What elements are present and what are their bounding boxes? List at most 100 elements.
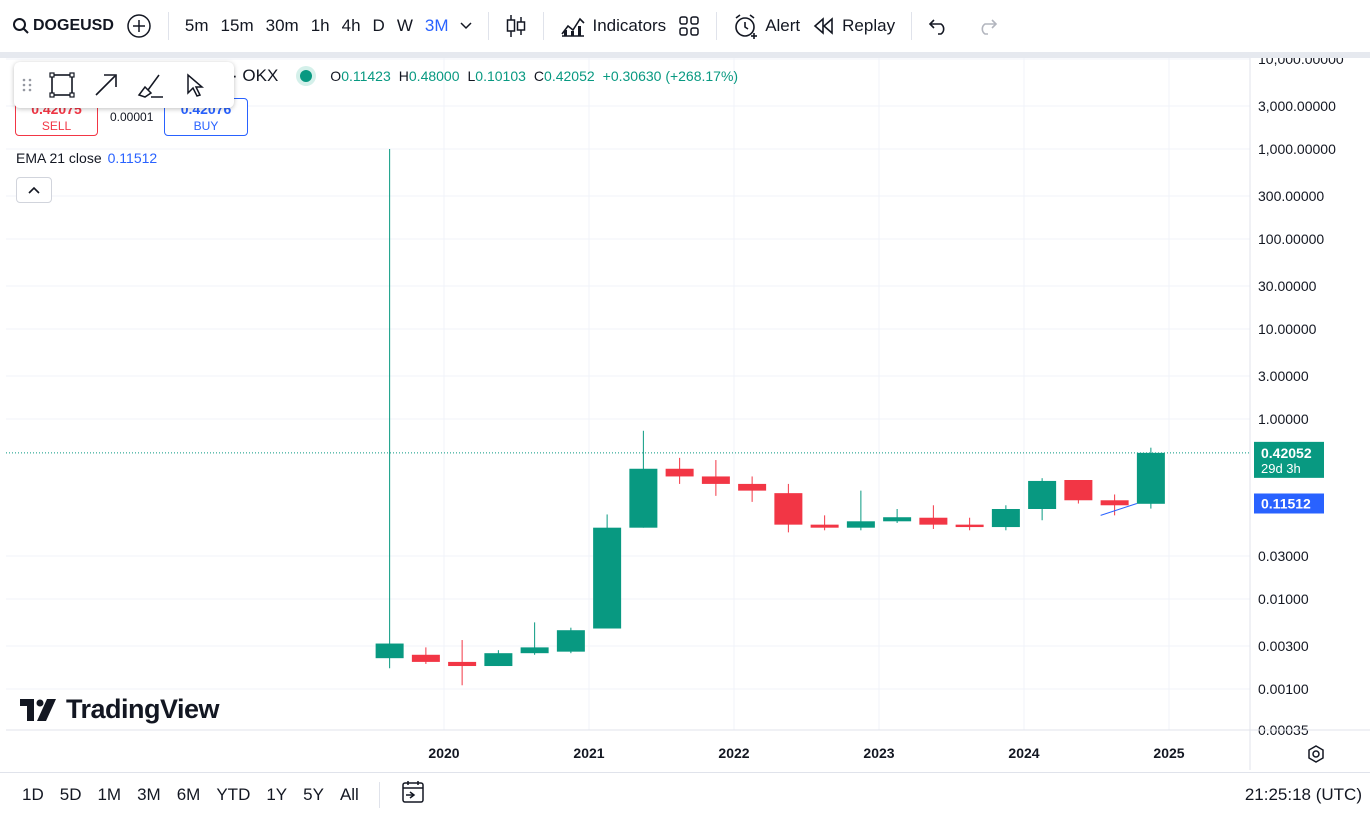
high-label: H [398,68,409,84]
go-to-date-button[interactable] [392,779,434,810]
chart-type-button[interactable] [499,9,533,43]
ema-line [1100,503,1138,516]
interval-5m[interactable]: 5m [184,16,209,35]
search-icon [13,18,29,34]
top-toolbar: DOGEUSD 5m 15m 30m 1h 4h D W 3M Indicato… [0,0,1370,52]
candle-body [846,521,875,528]
collapse-legend-button[interactable] [16,177,52,203]
undo-button[interactable] [922,9,956,43]
range-5y[interactable]: 5Y [303,784,324,804]
tradingview-mark-icon [20,698,56,721]
y-axis-tick-label: 3.00000 [1258,368,1309,384]
range-1m[interactable]: 1M [97,784,122,804]
symbol-name: DOGEUSD [33,17,114,34]
divider [543,12,545,40]
interval-4h[interactable]: 4h [341,16,361,35]
price-chart[interactable]: 10,000.00000 3,000.00000 1,000.00000 300.00… [6,58,1370,770]
divider [167,12,169,40]
ema-price-label: 0.11512 [1261,495,1311,511]
candle-body [484,653,513,667]
candle-body [411,654,440,662]
spread-value: 0.00001 [110,110,154,124]
redo-button[interactable] [970,9,1004,43]
candle-body [810,524,839,528]
range-1y[interactable]: 1Y [266,784,288,804]
interval-30m[interactable]: 30m [265,16,299,35]
interval-dropdown[interactable] [454,9,478,43]
ema-indicator-legend[interactable]: EMA 21 close 0.11512 [16,150,157,166]
y-axis-tick-label: 1,000.00000 [1258,141,1336,157]
compare-button[interactable] [120,9,158,43]
open-label: O [330,68,342,84]
replay-label: Replay [842,16,896,35]
range-5d[interactable]: 5D [59,784,82,804]
high-value: 0.48000 [408,68,460,84]
x-axis-tick-label: 2023 [863,745,894,761]
buy-label: BUY [193,119,219,133]
range-6m[interactable]: 6M [176,784,201,804]
interval-15m[interactable]: 15m [220,16,254,35]
toolbar-divider [0,52,1370,58]
floating-drawing-toolbar [14,62,234,108]
y-axis-tick-label: 0.03000 [1258,548,1309,564]
change-value: +0.30630 (+268.17%) [602,68,739,84]
range-3m[interactable]: 3M [137,784,161,804]
scale-settings-button[interactable] [1306,744,1326,769]
candle-body [919,517,948,525]
tradingview-logo: TradingView [20,694,220,725]
arrow-tool[interactable] [84,65,128,105]
rewind-icon [813,17,833,35]
low-value: 0.10103 [475,68,526,84]
interval-1h[interactable]: 1h [310,16,330,35]
brush-tool[interactable] [128,65,172,105]
x-axis-tick-label: 2025 [1153,745,1184,761]
last-price-label: 0.42052 [1261,445,1312,461]
indicators-button[interactable]: Indicators [554,9,672,43]
interval-d[interactable]: D [372,16,385,35]
divider [488,12,490,40]
drag-handle[interactable] [14,65,40,105]
cursor-icon [187,73,205,97]
x-axis-tick-label: 2020 [428,745,459,761]
divider [911,12,913,40]
alert-button[interactable]: Alert [727,9,806,43]
layouts-button[interactable] [672,9,706,43]
candle-body [955,524,984,528]
candle-body [1136,452,1165,504]
rectangle-tool[interactable] [40,65,84,105]
rectangle-icon [49,72,75,98]
y-axis-tick-label: 1.00000 [1258,411,1309,427]
replay-button[interactable]: Replay [806,9,901,43]
alarm-clock-icon [735,14,758,39]
redo-icon [981,19,998,35]
candle-body [448,661,477,667]
chevron-up-icon [28,186,40,194]
cursor-tool[interactable] [172,65,216,105]
range-ytd[interactable]: YTD [216,784,251,804]
divider [716,12,718,40]
interval-3m[interactable]: 3M [424,16,449,35]
last-price-badge [1254,441,1324,478]
indicators-label: Indicators [592,16,667,35]
low-label: L [467,68,476,84]
candle-body [1028,480,1057,509]
candle-body [883,517,912,522]
range-1d[interactable]: 1D [22,784,44,804]
y-axis-tick-label: 10,000.00000 [1258,58,1344,67]
close-value: 0.42052 [544,68,595,84]
candle-body [991,509,1020,528]
utc-clock[interactable]: 21:25:18 (UTC) [1244,785,1362,804]
y-axis-tick-label: 300.00000 [1258,188,1324,204]
chart-pane[interactable]: 10,000.00000 3,000.00000 1,000.00000 300.00… [6,58,1370,770]
symbol-search[interactable]: DOGEUSD [0,9,120,43]
candle-body [738,483,767,491]
y-axis-tick-label: 0.01000 [1258,591,1309,607]
grid-icon [679,16,699,36]
candle-body [1100,500,1129,506]
grip-icon [22,78,32,92]
calendar-goto-icon [402,781,424,803]
interval-w[interactable]: W [396,16,413,35]
market-open-indicator [300,70,313,82]
candle-countdown-label: 29d 3h [1261,461,1301,476]
range-all[interactable]: All [339,784,359,804]
